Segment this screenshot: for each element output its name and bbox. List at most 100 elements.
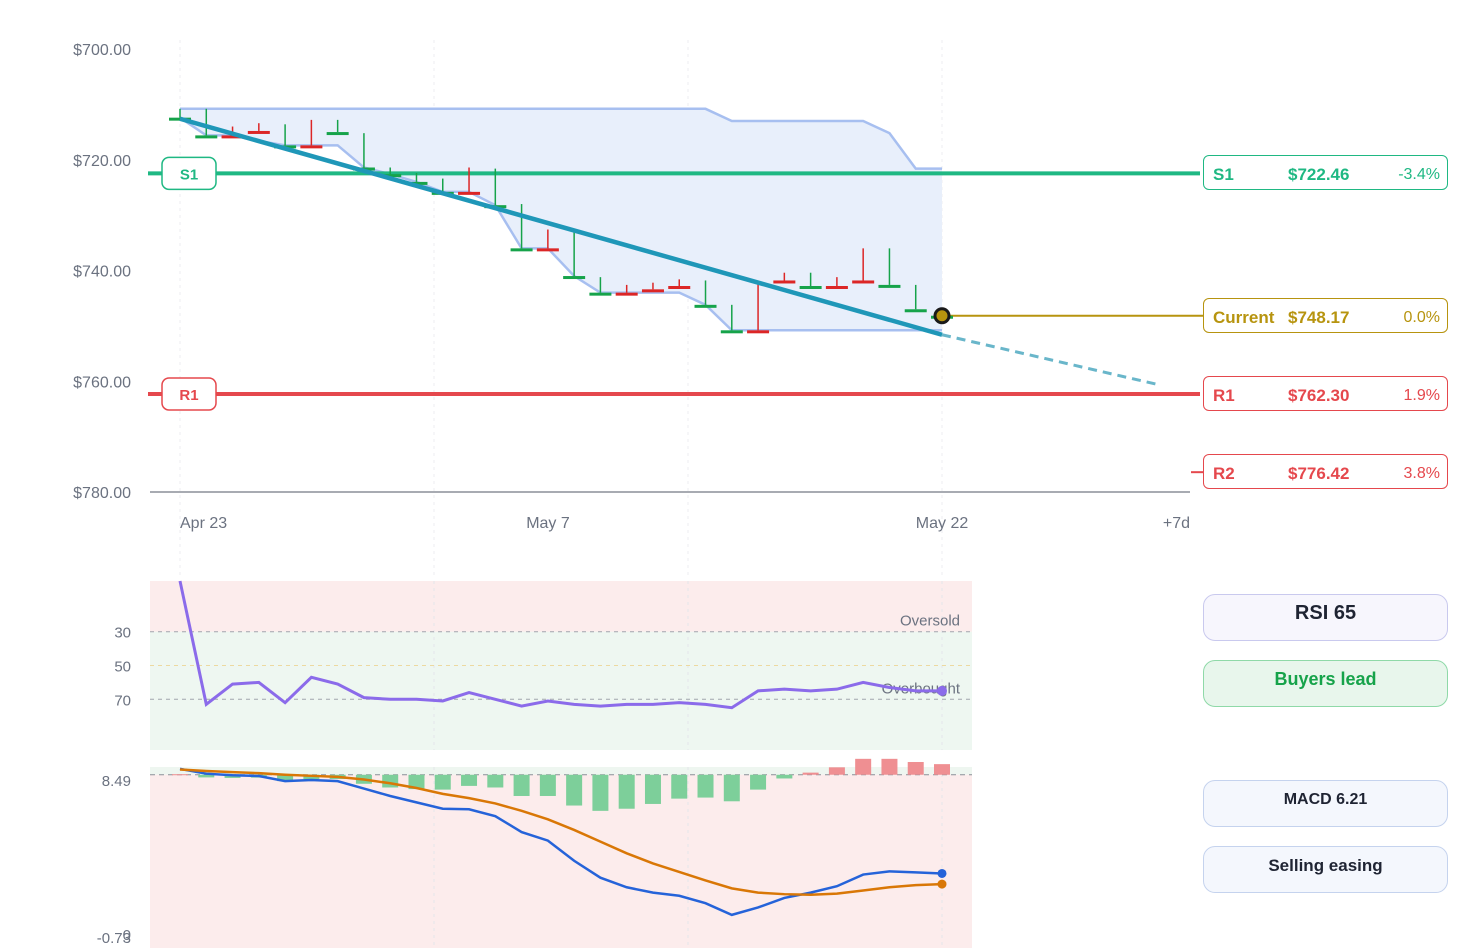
macd-zero-tick: 0: [123, 927, 131, 944]
current-price-marker: [933, 307, 951, 325]
level-badge-label: R1: [179, 387, 198, 404]
level-percent: -3.4%: [1398, 166, 1440, 184]
macd-positive-zone: [150, 767, 972, 775]
macd-status-badge: Selling easing: [1203, 846, 1448, 893]
macd-histogram-bar: [382, 774, 399, 788]
signal-current-dot: [937, 879, 947, 889]
level-percent: 0.0%: [1403, 308, 1440, 326]
trend-line: [179, 116, 943, 337]
rsi-current-dot: [937, 685, 947, 696]
macd-histogram-bar: [592, 774, 609, 811]
macd-histogram-bar: [750, 774, 767, 790]
candle-body: [799, 286, 822, 290]
y-tick-label: $740.00: [73, 264, 131, 281]
macd-line: [179, 767, 943, 917]
candle-body: [195, 135, 218, 139]
candle-body: [773, 280, 796, 284]
macd-histogram-bar: [881, 758, 898, 775]
candle-body: [641, 289, 664, 293]
candle-body: [563, 276, 586, 280]
macd-current-dot: [937, 868, 947, 878]
macd-histogram-bar: [434, 774, 451, 790]
level-box-r2: R2 $776.42 3.8%: [1203, 454, 1448, 490]
level-name: Current: [1213, 307, 1275, 327]
macd-histogram-bar: [513, 774, 530, 796]
level-name: S1: [1213, 165, 1234, 185]
candle-body: [458, 191, 481, 195]
candle-body: [615, 292, 638, 296]
macd-histogram-bar: [566, 774, 583, 806]
level-price: $748.17: [1288, 307, 1350, 327]
candle-body: [747, 330, 770, 334]
macd-bottom-tick: -0.73: [97, 930, 131, 947]
macd-histogram-bar: [277, 774, 294, 782]
level-percent: 1.9%: [1403, 386, 1440, 404]
price-chart: $780.00 $760.00 $740.00 $720.00 $700.00 Apr 2…: [73, 40, 1203, 575]
level-name: R2: [1213, 464, 1235, 484]
signal-line: [179, 768, 943, 896]
candle-body: [878, 284, 901, 288]
candle-body: [694, 304, 717, 308]
level-price: $722.46: [1288, 165, 1350, 185]
level-percent: 3.8%: [1403, 465, 1440, 483]
macd-histogram-bar: [487, 774, 504, 788]
oversold-label: Oversold: [900, 613, 960, 630]
price-channel-band: [180, 108, 942, 331]
macd-histogram-bar: [539, 774, 556, 796]
level-name: R1: [1213, 385, 1235, 405]
candle-body: [326, 132, 349, 136]
y-tick-label: $760.00: [73, 374, 131, 391]
level-box-current: Current $748.17 0.0%: [1203, 297, 1448, 333]
candle-body: [536, 248, 559, 252]
candle-body: [247, 130, 270, 134]
candle-body: [825, 286, 848, 290]
rsi-tick-label: 70: [114, 692, 131, 709]
candle-body: [300, 145, 323, 149]
rsi-tick-label: 30: [114, 625, 131, 642]
macd-histogram-bar: [172, 774, 188, 776]
level-box-s1: S1 $722.46 -3.4%: [1203, 155, 1448, 191]
candle-body: [510, 248, 533, 252]
level-badge-label: S1: [180, 166, 198, 183]
macd-histogram-bar: [644, 774, 661, 804]
level-price: $776.42: [1288, 464, 1350, 484]
channel-lower-line: [180, 107, 942, 170]
macd-histogram-bar: [802, 772, 819, 775]
macd-histogram-bar: [828, 767, 845, 775]
candle-body: [379, 174, 402, 178]
trend-projection-line: [941, 333, 1159, 387]
candle-body: [852, 280, 875, 284]
macd-histogram-bar: [934, 764, 950, 775]
candle-body: [904, 309, 927, 313]
macd-histogram-bar: [408, 774, 425, 790]
x-tick-label: Apr 23: [180, 515, 227, 532]
y-tick-label: $700.00: [73, 42, 131, 59]
macd-chart: 8.49 -0.730: [97, 758, 972, 948]
x-tick-label: May 7: [526, 515, 570, 532]
rsi-line: [178, 580, 942, 710]
oversold-zone: [150, 631, 972, 750]
candle-body: [405, 181, 428, 185]
macd-top-tick: 8.49: [102, 773, 131, 790]
macd-histogram-bar: [723, 774, 740, 802]
y-tick-label: $780.00: [73, 485, 131, 502]
macd-histogram-bar: [855, 758, 872, 775]
level-box-r1: R1 $762.30 1.9%: [1203, 375, 1448, 411]
candle-body: [221, 135, 244, 139]
level-badge-r1: [161, 377, 217, 411]
rsi-tick-label: 50: [114, 659, 131, 676]
candle-body: [668, 286, 691, 290]
macd-histogram-bar: [461, 774, 478, 786]
macd-histogram-bar: [618, 774, 635, 809]
rsi-value-badge: RSI 65: [1203, 594, 1448, 641]
macd-histogram-bar: [907, 762, 924, 775]
macd-histogram-bar: [776, 774, 793, 779]
x-tick-label: May 22: [916, 515, 969, 532]
macd-negative-zone: [150, 774, 972, 948]
macd-histogram-bar: [198, 774, 215, 778]
candle-body: [720, 330, 743, 334]
level-price: $762.30: [1288, 385, 1350, 405]
x-tick-label: +7d: [1163, 515, 1190, 532]
